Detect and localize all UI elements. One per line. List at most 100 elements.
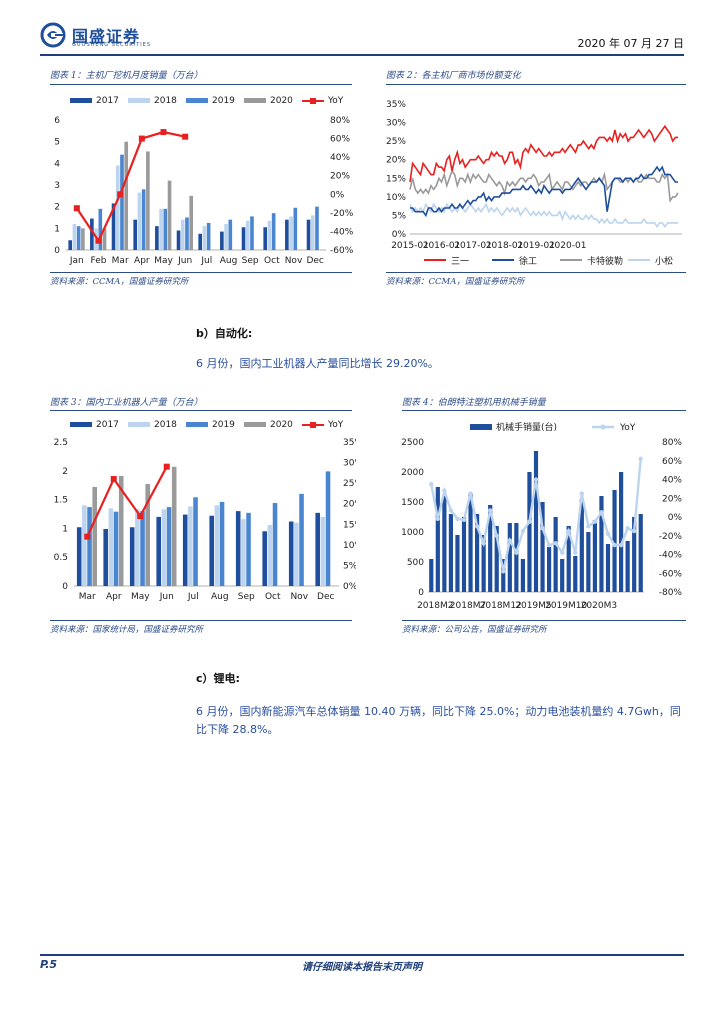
x-tick-label: Nov (285, 256, 303, 266)
y2-tick-label: 80% (330, 116, 350, 126)
series-line-三一 (409, 124, 678, 183)
bar-2018 (267, 524, 273, 586)
bar-sales (448, 514, 454, 592)
bar-2020 (167, 180, 172, 250)
bar-2017 (111, 203, 116, 250)
y2-tick-label: 40% (330, 153, 350, 163)
yoy-point (527, 519, 532, 524)
bar-2019 (166, 507, 172, 586)
y2-tick-label: -80% (659, 588, 683, 598)
bar-2019 (219, 501, 225, 586)
yoy-point (117, 191, 124, 198)
yoy-point (579, 491, 585, 496)
bar-sales (429, 559, 434, 592)
y2-tick-label: 30% (343, 459, 356, 469)
bar-2019 (76, 226, 81, 250)
y-tick-label: 1 (62, 524, 68, 534)
bar-sales (632, 517, 637, 592)
bar-2017 (155, 226, 159, 250)
yoy-point (429, 481, 434, 487)
yoy-point (163, 463, 170, 470)
legend-swatch (186, 422, 208, 427)
bar-2017 (76, 527, 82, 586)
yoy-point (514, 550, 519, 555)
logo-text: 国盛证券 (72, 27, 141, 46)
x-tick-label: Apr (134, 256, 150, 266)
figure-3-caption: 图表 3：国内工业机器人产量（万台） (50, 398, 203, 408)
y-tick-label: 25% (386, 137, 406, 147)
figure-4-rule (402, 410, 686, 411)
y-tick-label: 20% (386, 156, 406, 166)
footer-rule (40, 954, 684, 956)
y-tick-label: 5% (392, 211, 407, 221)
y2-tick-label: 0% (343, 582, 356, 592)
bar-2018 (161, 509, 167, 586)
bar-2020 (92, 486, 97, 586)
legend-label: 三一 (451, 257, 469, 267)
x-tick-label: 2017-01 (454, 241, 492, 251)
x-tick-label: Aug (220, 256, 238, 266)
yoy-point (533, 477, 539, 482)
legend-label: 2020 (270, 420, 293, 430)
x-tick-label: 2015-01 (391, 241, 429, 251)
bar-sales (592, 520, 598, 592)
y2-tick-label: 10% (343, 541, 356, 551)
bar-2017 (156, 516, 161, 586)
bar-2019 (315, 206, 319, 250)
bar-2017 (129, 527, 135, 586)
x-tick-label: Dec (317, 592, 334, 602)
bar-2020 (102, 228, 107, 250)
legend-label: 机械手销量(台) (496, 421, 557, 433)
bar-sales (527, 472, 532, 592)
yoy-point (605, 531, 611, 537)
bar-2017 (182, 514, 188, 586)
y2-tick-label: -40% (330, 227, 354, 237)
bar-2017 (209, 515, 214, 586)
bar-2019 (140, 511, 145, 586)
yoy-point (481, 541, 486, 546)
figure-4-chart: 0 500 1000 1500 2000 2500 -80% -60% -40% -20% 0% 20… (401, 421, 683, 611)
bar-sales (605, 544, 611, 592)
legend-label: 2019 (212, 420, 235, 430)
figure-1-caption: 图表 1：主机厂挖机月度销量（万台） (50, 71, 203, 81)
figure-3-source: 资料来源：国家统计局，国盛证券研究所 (50, 625, 204, 635)
y2-tick-label: 60% (662, 457, 682, 467)
yoy-point (618, 542, 624, 548)
x-tick-label: Dec (306, 256, 323, 266)
bar-2019 (271, 213, 276, 250)
y2-tick-label: 80% (662, 438, 682, 448)
bar-sales (481, 535, 486, 592)
yoy-point (573, 550, 578, 555)
yoy-point (182, 133, 189, 140)
bar-2017 (176, 230, 181, 250)
bar-sales (474, 514, 480, 592)
bar-2018 (82, 505, 87, 586)
bar-sales (520, 559, 526, 592)
yoy-point (494, 533, 499, 538)
bar-2018 (289, 216, 293, 250)
bar-2018 (245, 220, 250, 250)
bar-sales (533, 451, 539, 592)
bar-2018 (135, 509, 140, 586)
bar-2018 (115, 165, 120, 250)
yoy-point (73, 205, 80, 212)
bar-2017 (263, 227, 268, 250)
y-tick-label: 1500 (401, 498, 424, 508)
section-b-title: b）自动化: (196, 327, 253, 340)
x-tick-label: 2016-01 (423, 241, 461, 251)
figure-2-source: 资料来源：CCMA，国盛证券研究所 (386, 277, 525, 287)
x-tick-label: Sep (238, 592, 255, 602)
x-tick-label: Oct (265, 592, 281, 602)
bar-2019 (299, 493, 304, 586)
y-tick-label: 1 (54, 224, 60, 234)
bar-2019 (206, 222, 211, 250)
figure-1-rule (50, 84, 352, 85)
bar-2018 (180, 219, 185, 250)
page-number: P.5 (40, 958, 58, 971)
bar-2017 (288, 521, 294, 586)
x-tick-label: 2019-01 (517, 241, 555, 251)
figure-4-bottom-rule (402, 620, 686, 621)
bar-2018 (320, 516, 326, 586)
x-tick-label: Sep (242, 256, 259, 266)
legend-label: YoY (619, 423, 636, 433)
